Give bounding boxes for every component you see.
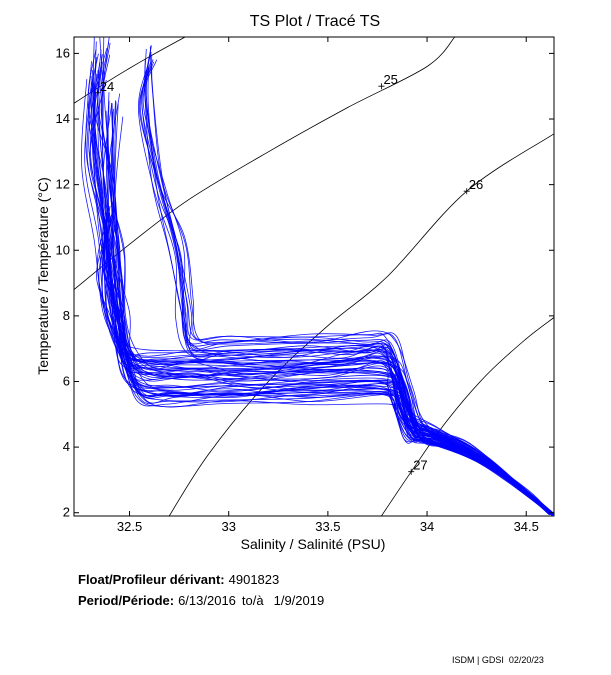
density-label-25: 25 xyxy=(383,72,397,87)
density-label-24: 24 xyxy=(100,79,114,94)
period-info: Period/Période: 6/13/2016 to/à 1/9/2019 xyxy=(78,593,324,608)
chart-title: TS Plot / Tracé TS xyxy=(250,13,380,30)
density-contour-25 xyxy=(74,37,456,291)
density-marker-25 xyxy=(378,83,385,90)
float-info: Float/Profileur dérivant: 4901823 xyxy=(78,572,279,587)
float-id: 4901823 xyxy=(228,572,280,587)
x-tick-label: 33.5 xyxy=(315,519,340,534)
profile-line xyxy=(96,213,554,516)
y-axis-label: Temperature / Température (°C) xyxy=(35,177,51,375)
profile-line xyxy=(102,104,550,515)
density-label-27: 27 xyxy=(413,458,427,473)
y-tick-label: 6 xyxy=(63,373,70,388)
period-start: 6/13/2016 xyxy=(178,593,236,608)
profile-line xyxy=(102,207,554,516)
profile-line xyxy=(109,221,554,516)
period-end: 1/9/2019 xyxy=(273,593,325,608)
period-label: Period/Période: xyxy=(78,593,175,608)
profile-line xyxy=(142,59,551,515)
y-tick-label: 12 xyxy=(56,177,70,192)
profile-line xyxy=(151,54,552,515)
density-marker-27 xyxy=(408,468,415,475)
profile-line xyxy=(103,205,554,516)
series-4 xyxy=(95,205,554,516)
credit-text: ISDM | GDSI 02/20/23 xyxy=(452,655,544,665)
x-axis-label: Salinity / Salinité (PSU) xyxy=(241,536,386,552)
profile-lines xyxy=(81,37,554,516)
profile-line xyxy=(110,108,551,515)
plot-frame xyxy=(73,36,555,517)
y-tick-label: 4 xyxy=(63,439,70,454)
density-contour-24 xyxy=(74,37,186,104)
profile-line xyxy=(102,205,554,516)
y-tick-label: 10 xyxy=(56,242,70,257)
profile-line xyxy=(107,115,551,515)
profile-line xyxy=(141,62,550,515)
x-tick-label: 33 xyxy=(221,519,235,534)
density-marker-24 xyxy=(94,89,101,96)
x-tick-label: 34 xyxy=(420,519,434,534)
period-join: to/à xyxy=(241,593,264,608)
profile-line xyxy=(139,59,551,515)
y-tick-label: 16 xyxy=(56,45,70,60)
density-contour-27 xyxy=(381,317,554,516)
x-axis-ticks: 32.5 33 33.5 34 34.5 xyxy=(117,37,539,534)
x-tick-label: 32.5 xyxy=(117,519,142,534)
y-tick-label: 8 xyxy=(63,308,70,323)
series-3 xyxy=(138,44,552,515)
density-contour-labels: 24 25 26 27 xyxy=(94,72,483,475)
float-label: Float/Profileur dérivant: xyxy=(78,572,225,587)
density-marker-26 xyxy=(463,188,470,195)
y-tick-label: 14 xyxy=(56,111,70,126)
density-label-26: 26 xyxy=(469,177,483,192)
x-tick-label: 34.5 xyxy=(514,519,539,534)
y-tick-label: 2 xyxy=(63,505,70,520)
